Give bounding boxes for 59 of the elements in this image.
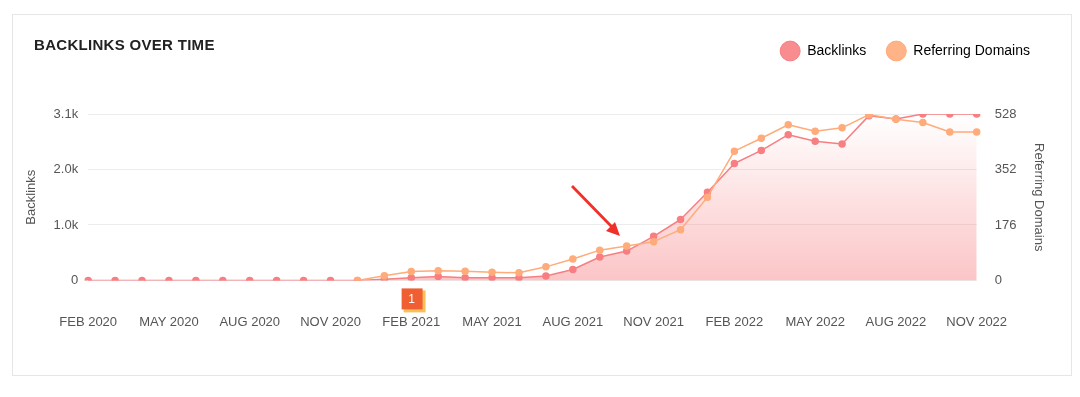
point (622, 242, 631, 250)
point (757, 146, 766, 155)
x-tick-label: NOV 2022 (946, 313, 1008, 329)
point (730, 147, 739, 155)
y-tick-label: 3.1k (53, 105, 79, 121)
point (730, 159, 739, 168)
point (811, 127, 819, 136)
point (838, 124, 846, 132)
point (542, 263, 550, 271)
point (569, 265, 577, 274)
point (488, 268, 496, 276)
y-tick-label: 1.0k (53, 216, 79, 232)
point (461, 273, 469, 281)
x-tick-label: NOV 2020 (300, 313, 361, 329)
x-tick-label: AUG 2020 (219, 313, 281, 329)
point (407, 267, 416, 276)
x-tick-label: NOV 2021 (623, 313, 684, 329)
text: 1 (408, 291, 416, 306)
x-tick-label: AUG 2022 (865, 313, 927, 329)
x-tick-label: MAY 2020 (139, 313, 199, 329)
point (784, 120, 792, 129)
legend-label: Referring Domains (913, 41, 1031, 58)
point (811, 137, 819, 145)
chart-title: BACKLINKS OVER TIME (34, 36, 215, 53)
point (784, 130, 792, 139)
point (461, 267, 469, 276)
x-tick-label: FEB 2020 (59, 313, 118, 329)
point (407, 273, 416, 281)
x-tick-label: MAY 2021 (462, 313, 522, 329)
y2-axis-title: Referring Domains (1031, 143, 1047, 252)
point (596, 246, 604, 254)
point (596, 253, 604, 261)
point (542, 272, 550, 280)
point (946, 128, 954, 136)
point (649, 237, 658, 246)
y-tick-label: 0 (70, 271, 79, 287)
x-tick-label: MAY 2022 (785, 313, 845, 329)
point (838, 140, 846, 148)
point (703, 193, 712, 201)
point (515, 269, 523, 277)
x-tick-label: FEB 2022 (705, 313, 764, 329)
point (676, 225, 685, 234)
point (676, 215, 685, 224)
legend-label: Backlinks (807, 41, 867, 58)
point (919, 118, 927, 127)
y-axis-title: Backlinks (23, 169, 39, 225)
point (569, 255, 577, 263)
x-tick-label: FEB 2021 (382, 313, 441, 329)
point (972, 128, 981, 136)
x-tick-label: AUG 2021 (542, 313, 604, 329)
point (380, 271, 389, 280)
y-tick-label: 2.0k (53, 161, 79, 177)
y2-tick-label: 176 (994, 216, 1017, 232)
point (434, 272, 442, 281)
y2-tick-label: 352 (994, 161, 1017, 177)
y2-tick-label: 0 (994, 271, 1002, 287)
point (757, 134, 766, 143)
y2-tick-label: 528 (994, 105, 1017, 121)
point (434, 266, 442, 275)
